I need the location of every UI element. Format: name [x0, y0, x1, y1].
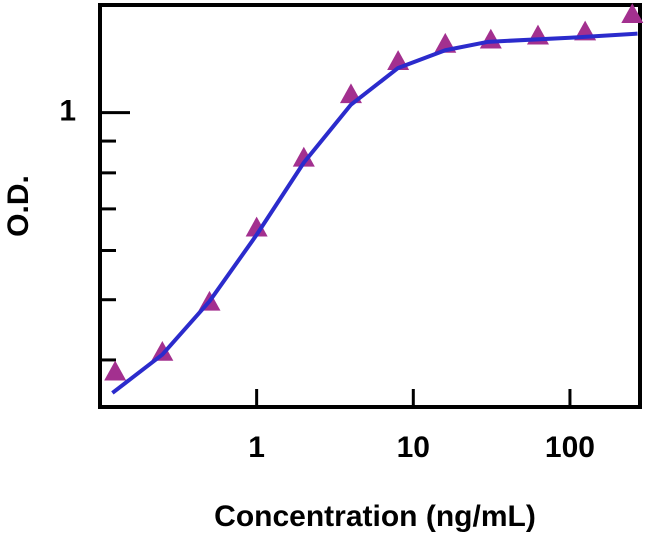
data-point: [479, 28, 502, 49]
fit-curve: [111, 31, 638, 395]
x-tick-label: 1: [248, 431, 265, 464]
data-point: [621, 3, 644, 24]
data-point: [245, 216, 268, 237]
x-tick-label: 10: [397, 431, 430, 464]
y-axis-label: O.D.: [2, 175, 35, 237]
x-tick-label: 100: [545, 431, 595, 464]
data-point: [292, 146, 315, 167]
data-point: [151, 340, 174, 361]
y-tick-label: 1: [59, 95, 76, 128]
x-axis-label: Concentration (ng/mL): [214, 500, 536, 533]
data-point: [104, 360, 127, 381]
plot-frame: [98, 3, 642, 409]
